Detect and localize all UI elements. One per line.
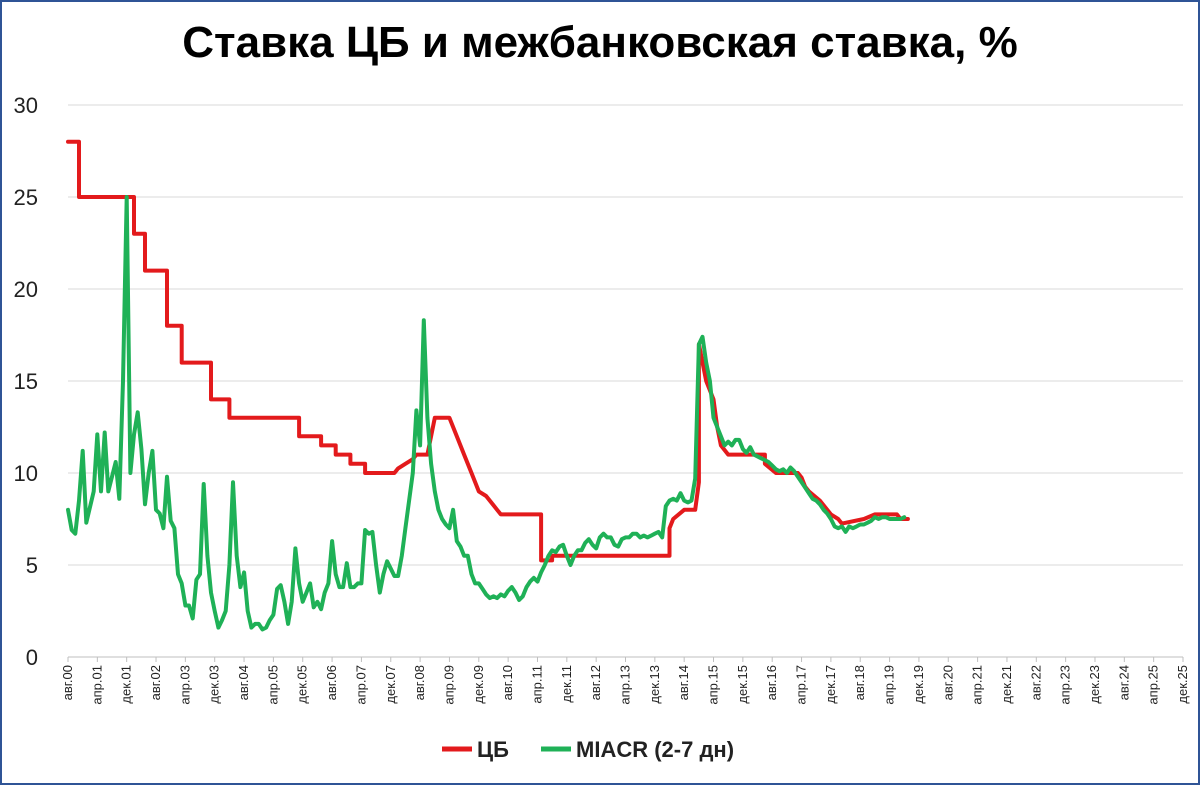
- x-tick-label: дек.23: [1087, 665, 1102, 704]
- x-tick-label: авг.08: [412, 665, 427, 700]
- x-tick-label: дек.09: [471, 665, 486, 704]
- series-line-cb: [66, 139, 910, 563]
- x-tick-label: авг.06: [324, 665, 339, 700]
- x-tick-label: апр.11: [529, 665, 544, 704]
- x-tick-label: дек.11: [559, 665, 574, 703]
- y-tick-label: 0: [26, 645, 38, 670]
- x-tick-label: дек.01: [119, 665, 134, 704]
- grid-lines: [68, 104, 1183, 658]
- y-tick-label: 30: [14, 93, 38, 118]
- x-tick-label: авг.02: [148, 665, 163, 700]
- x-tick-label: апр.05: [265, 665, 280, 705]
- x-tick-label: дек.21: [999, 665, 1014, 704]
- x-tick-label: авг.04: [236, 665, 251, 700]
- x-tick-label: апр.21: [970, 665, 985, 705]
- x-tick-label: авг.16: [764, 665, 779, 700]
- y-tick-label: 10: [14, 461, 38, 486]
- x-tick-label: апр.07: [353, 665, 368, 705]
- chart-title: Ставка ЦБ и межбанковская ставка, %: [182, 18, 1018, 67]
- x-tick-label: апр.09: [441, 665, 456, 705]
- x-tick-label: авг.14: [676, 665, 691, 700]
- x-tick-label: апр.19: [882, 665, 897, 705]
- x-tick-label: дек.13: [647, 665, 662, 704]
- y-tick-label: 15: [14, 369, 38, 394]
- x-tick-label: авг.24: [1116, 665, 1131, 700]
- x-tick-label: апр.03: [177, 665, 192, 705]
- y-axis-ticks: 0 5 10 15 20 25 30: [14, 93, 38, 670]
- x-axis-ticks: авг.00 апр.01 дек.01 авг.02 апр.03 дек.03 авг.…: [60, 657, 1190, 705]
- x-tick-label: авг.20: [940, 665, 955, 700]
- x-tick-label: дек.05: [295, 665, 310, 704]
- legend-label: MIACR (2-7 дн): [576, 737, 734, 762]
- y-tick-label: 5: [26, 553, 38, 578]
- x-tick-label: апр.25: [1146, 665, 1161, 705]
- series-lines: [66, 139, 910, 632]
- x-tick-label: авг.10: [500, 665, 515, 700]
- x-tick-label: апр.17: [794, 665, 809, 705]
- x-tick-label: дек.19: [911, 665, 926, 704]
- x-tick-label: авг.00: [60, 665, 75, 700]
- y-tick-label: 20: [14, 277, 38, 302]
- x-tick-label: апр.23: [1058, 665, 1073, 705]
- x-tick-label: апр.15: [706, 665, 721, 705]
- legend-label: ЦБ: [477, 737, 509, 762]
- x-tick-label: авг.22: [1028, 665, 1043, 700]
- x-tick-label: авг.18: [852, 665, 867, 700]
- x-tick-label: апр.13: [618, 665, 633, 705]
- legend: ЦБ MIACR (2-7 дн): [442, 737, 734, 762]
- x-tick-label: апр.01: [89, 665, 104, 705]
- x-tick-label: дек.07: [383, 665, 398, 704]
- x-tick-label: авг.12: [588, 665, 603, 700]
- x-tick-label: дек.03: [207, 665, 222, 704]
- x-tick-label: дек.25: [1175, 665, 1190, 704]
- x-tick-label: дек.17: [823, 665, 838, 704]
- x-tick-label: дек.15: [735, 665, 750, 704]
- y-tick-label: 25: [14, 185, 38, 210]
- series-line-miacr: [66, 195, 907, 632]
